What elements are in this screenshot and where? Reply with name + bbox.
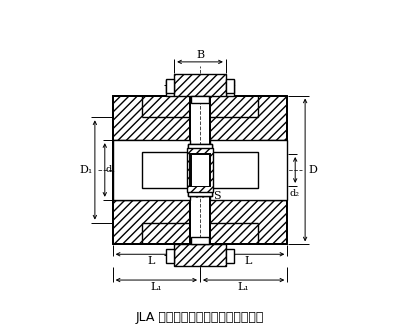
Bar	[210, 96, 287, 244]
Bar	[188, 144, 212, 154]
Bar	[226, 79, 234, 93]
Bar	[113, 96, 190, 244]
Bar	[210, 140, 287, 200]
Bar	[191, 154, 209, 186]
Text: D: D	[308, 165, 317, 175]
Text: D₁: D₁	[80, 165, 93, 175]
Bar	[188, 186, 212, 196]
Text: JLA 型轴向可移式径向键凸缘联轴器: JLA 型轴向可移式径向键凸缘联轴器	[136, 311, 264, 324]
Bar	[187, 148, 213, 192]
Bar	[142, 152, 190, 188]
Bar	[166, 249, 174, 263]
Bar	[188, 144, 212, 196]
Bar	[166, 80, 174, 96]
Bar	[191, 237, 209, 244]
Text: B: B	[196, 50, 204, 60]
Bar	[174, 244, 226, 266]
Bar	[191, 96, 209, 103]
Text: d₁: d₁	[106, 166, 116, 174]
Text: L₁: L₁	[238, 282, 250, 292]
Bar	[113, 140, 190, 200]
Text: L: L	[245, 256, 252, 266]
Text: L: L	[148, 256, 155, 266]
Bar	[190, 154, 210, 186]
Bar	[174, 74, 226, 96]
Text: S: S	[213, 191, 220, 201]
Bar	[210, 152, 258, 188]
Bar	[226, 249, 234, 263]
Bar	[166, 79, 174, 93]
Text: L₁: L₁	[150, 282, 162, 292]
Text: d₂: d₂	[289, 189, 299, 198]
Bar	[226, 80, 234, 96]
